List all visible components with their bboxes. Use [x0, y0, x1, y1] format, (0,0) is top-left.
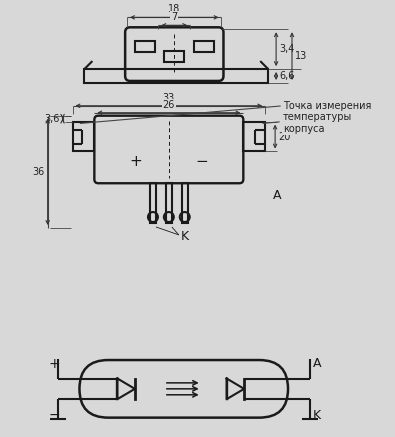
Text: A: A [313, 357, 322, 370]
Text: A: A [273, 189, 282, 201]
Bar [164, 51, 184, 62]
Text: Точка измерения
температуры
корпуса: Точка измерения температуры корпуса [263, 101, 371, 134]
Bar [73, 121, 94, 152]
Text: K: K [313, 409, 321, 422]
Text: 26: 26 [163, 100, 175, 110]
Text: 3,6: 3,6 [44, 114, 60, 124]
Text: 13: 13 [295, 51, 307, 61]
Bar [243, 121, 265, 152]
Text: −: − [195, 154, 208, 169]
Bar [166, 183, 172, 223]
Text: 6,6: 6,6 [279, 71, 294, 81]
Text: 3,4: 3,4 [279, 44, 294, 54]
Bar [85, 69, 268, 83]
Text: 33: 33 [163, 93, 175, 103]
Text: 20: 20 [278, 132, 290, 142]
Text: −: − [49, 408, 60, 422]
Text: 7: 7 [171, 12, 177, 22]
Text: +: + [49, 357, 60, 371]
Text: 36: 36 [32, 167, 45, 177]
Bar [150, 183, 156, 223]
Bar [182, 183, 188, 223]
Bar [135, 41, 155, 52]
Text: +: + [130, 154, 143, 169]
Bar [194, 41, 214, 52]
Text: K: K [181, 230, 189, 243]
Text: 18: 18 [168, 4, 181, 14]
